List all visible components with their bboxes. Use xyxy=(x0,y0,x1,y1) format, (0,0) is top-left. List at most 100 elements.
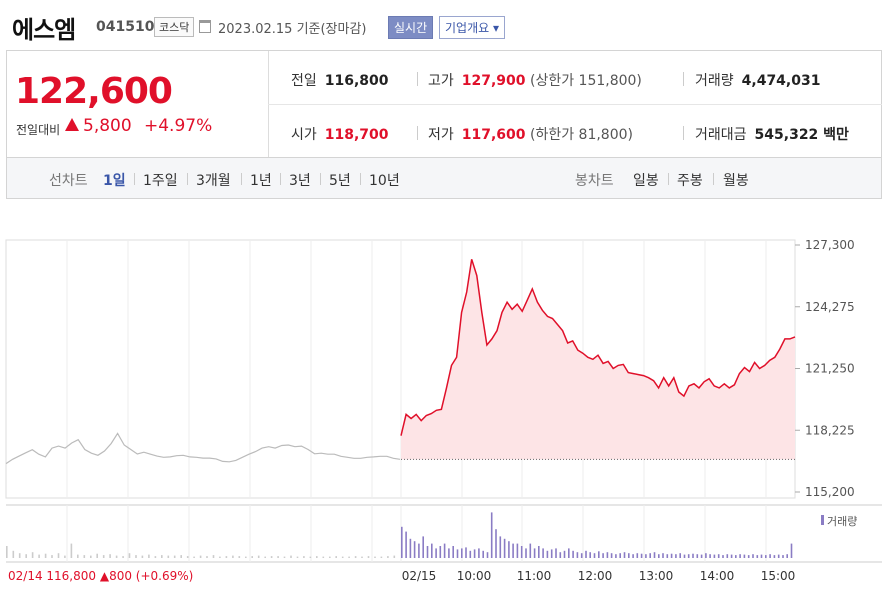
high-price: 고가 127,900 (상한가 151,800) xyxy=(428,70,642,90)
volume-bar xyxy=(64,555,66,558)
volume-bar xyxy=(270,556,273,558)
candle-chart-label: 봉차트 xyxy=(575,173,614,189)
volume-bar xyxy=(296,556,299,558)
tab-1day[interactable]: 1일 xyxy=(103,173,126,189)
volume-bar xyxy=(461,548,463,558)
realtime-button[interactable]: 실시간 xyxy=(388,16,434,39)
volume-bar xyxy=(435,548,437,558)
volume-bar xyxy=(348,556,350,558)
x-tick-label: 15:00 xyxy=(761,569,796,583)
x-tick-label: 14:00 xyxy=(700,569,735,583)
prev-day-line xyxy=(5,432,401,465)
volume-bar xyxy=(675,554,677,558)
chart-tabs: 선차트 1일 1주일 3개월 1년 3년 5년 10년 봉차트 일봉 주봉 월봉 xyxy=(6,157,882,199)
volume-bar xyxy=(692,553,694,558)
volume-bar xyxy=(96,553,98,558)
volume-bar xyxy=(533,548,536,558)
price-area-fill xyxy=(401,259,795,460)
volume-bar xyxy=(559,552,562,558)
volume-bar xyxy=(322,556,325,558)
volume-bar xyxy=(38,554,40,558)
tab-1week[interactable]: 1주일 xyxy=(143,173,178,189)
volume-bar xyxy=(316,556,318,558)
volume-bar xyxy=(765,555,767,558)
volume-value: 4,474,031 xyxy=(741,73,821,89)
volume-bar xyxy=(589,552,591,558)
summary-row-divider xyxy=(268,104,882,105)
volume-bar xyxy=(426,546,429,558)
volume-bar xyxy=(777,554,780,558)
line-chart-label: 선차트 xyxy=(49,173,88,189)
volume-bar xyxy=(525,548,527,558)
volume-bar xyxy=(219,556,221,558)
volume-bar xyxy=(760,554,763,558)
volume-bar xyxy=(148,554,150,558)
volume-bar xyxy=(141,555,144,558)
volume-bar xyxy=(405,531,407,558)
volume-bar xyxy=(83,555,86,558)
low-value: 117,600 xyxy=(461,127,526,143)
volume-bar xyxy=(726,554,729,558)
volume-bar xyxy=(367,556,370,558)
stock-header: 에스엠 041510 코스닥 2023.02.15 기준(장마감) 실시간 기업… xyxy=(0,0,888,50)
volume-bar xyxy=(341,556,344,558)
volume-bar xyxy=(31,552,34,558)
volume-bar xyxy=(206,556,208,558)
volume-bar xyxy=(679,553,681,558)
volume-bar xyxy=(580,553,583,558)
prev-close-value: 116,800 xyxy=(324,73,389,89)
tab-separator xyxy=(280,173,281,185)
tab-1year[interactable]: 1년 xyxy=(250,173,272,189)
high-value: 127,900 xyxy=(461,73,526,89)
x-tick-label: 11:00 xyxy=(517,569,552,583)
tab-monthly-candle[interactable]: 월봉 xyxy=(723,173,749,189)
tab-5year[interactable]: 5년 xyxy=(329,173,351,189)
volume-bar xyxy=(6,546,8,558)
volume-bar xyxy=(555,548,557,558)
amount-value: 545,322 백만 xyxy=(754,127,849,143)
change-value: 5,800 xyxy=(83,116,132,136)
tab-daily-candle[interactable]: 일봉 xyxy=(633,173,659,189)
volume-bar xyxy=(25,554,27,558)
volume-bar xyxy=(277,556,279,558)
upper-limit: (상한가 151,800) xyxy=(529,73,642,89)
tab-3year[interactable]: 3년 xyxy=(289,173,311,189)
y-tick-label: 127,300 xyxy=(805,238,855,252)
volume-bar xyxy=(713,554,716,558)
volume-bar xyxy=(257,555,260,558)
tab-3month[interactable]: 3개월 xyxy=(196,173,231,189)
volume-bar xyxy=(658,554,660,558)
tab-separator xyxy=(134,173,135,185)
tab-separator xyxy=(241,173,242,185)
volume-bar xyxy=(593,553,596,558)
y-tick-label: 121,250 xyxy=(805,362,855,376)
stock-code: 041510 xyxy=(96,19,155,35)
volume-bar xyxy=(490,512,493,558)
company-overview-dropdown[interactable]: 기업개요 ▾ xyxy=(439,16,505,39)
volume-bar xyxy=(154,556,157,558)
volume-bar xyxy=(542,548,544,558)
tab-weekly-candle[interactable]: 주봉 xyxy=(677,173,703,189)
volume-bar xyxy=(264,556,266,558)
volume-bar xyxy=(790,543,793,558)
volume-bar xyxy=(199,555,202,558)
volume-bar xyxy=(473,549,476,558)
volume-bar xyxy=(550,549,553,558)
calendar-icon xyxy=(199,20,211,33)
volume-bar xyxy=(439,546,442,558)
tab-10year[interactable]: 10년 xyxy=(369,173,400,189)
y-tick-label: 124,275 xyxy=(805,300,855,314)
volume-bar xyxy=(418,543,420,558)
volume-bar xyxy=(486,552,489,558)
volume-bar xyxy=(572,550,574,558)
volume-bar xyxy=(232,555,234,558)
volume-bar xyxy=(161,555,163,558)
volume-bar xyxy=(431,543,433,558)
volume-bar xyxy=(309,556,312,558)
volume-bar xyxy=(18,553,21,558)
volume-bar xyxy=(615,554,617,558)
volume-bar xyxy=(610,553,613,558)
tab-separator xyxy=(713,173,714,185)
volume-bar xyxy=(469,550,472,558)
x-tick-label: 12:00 xyxy=(578,569,613,583)
